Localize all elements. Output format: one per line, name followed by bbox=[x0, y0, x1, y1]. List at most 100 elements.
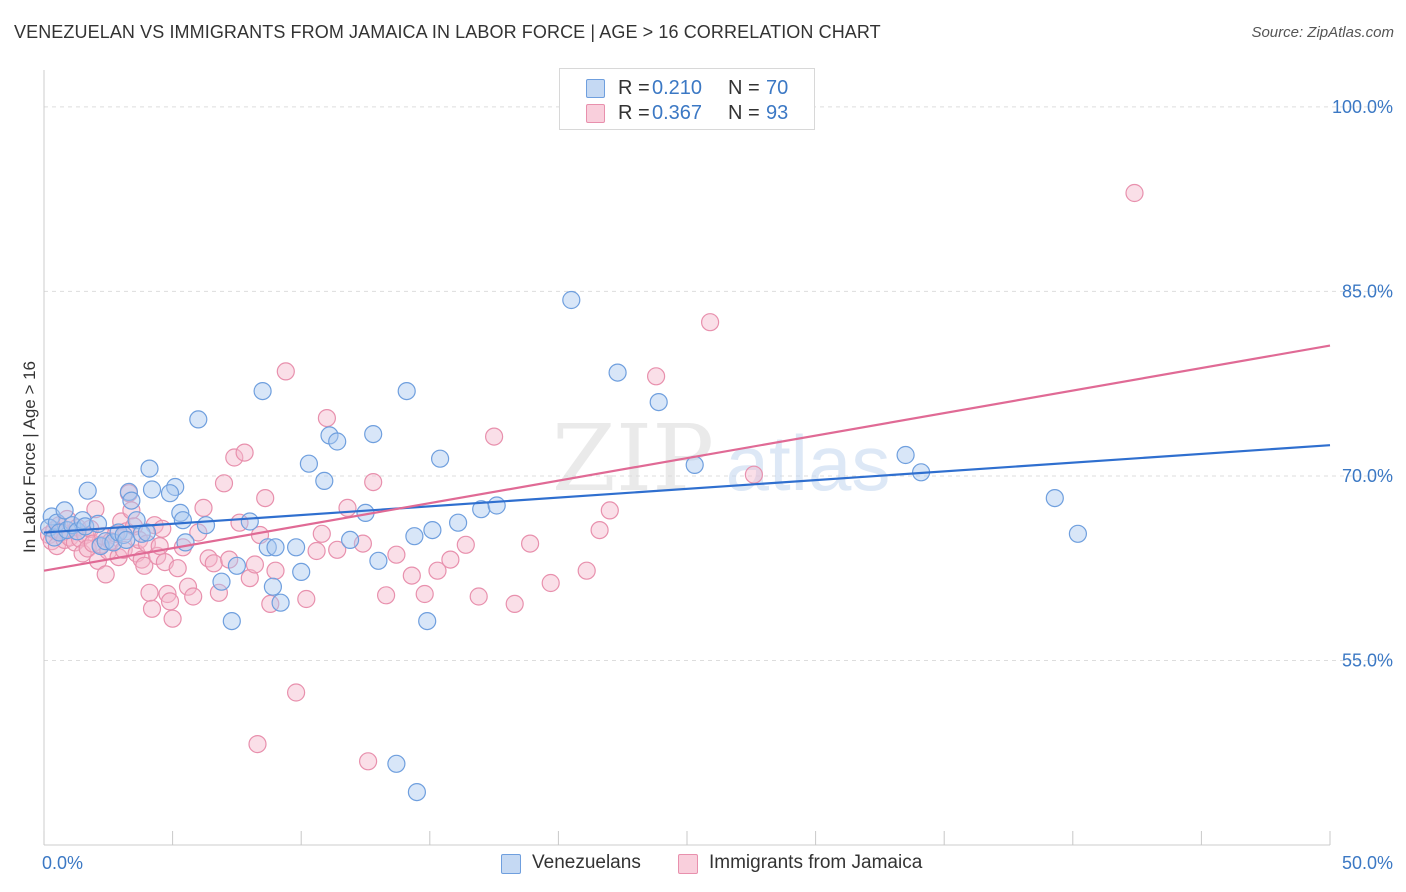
point-jamaica bbox=[338, 498, 357, 517]
point-venezuelans bbox=[487, 496, 506, 515]
point-jamaica bbox=[189, 523, 208, 542]
point-jamaica bbox=[225, 448, 244, 467]
point-venezuelans bbox=[253, 382, 272, 401]
point-jamaica bbox=[86, 500, 105, 519]
point-jamaica bbox=[168, 559, 187, 578]
point-jamaica bbox=[214, 474, 234, 493]
watermark: ZIP atlas bbox=[552, 405, 890, 512]
swatch-venezuelans bbox=[586, 79, 605, 98]
point-jamaica bbox=[328, 540, 347, 559]
point-venezuelans bbox=[55, 501, 74, 520]
point-venezuelans bbox=[608, 363, 627, 382]
point-venezuelans bbox=[78, 481, 97, 500]
point-jamaica bbox=[209, 583, 228, 602]
point-venezuelans bbox=[140, 459, 159, 478]
source-credit: Source: ZipAtlas.com bbox=[1251, 24, 1394, 41]
legend-label: Venezuelans bbox=[532, 852, 641, 873]
point-venezuelans bbox=[369, 551, 388, 570]
point-jamaica bbox=[204, 554, 223, 573]
point-venezuelans bbox=[196, 516, 216, 535]
point-venezuelans bbox=[142, 480, 162, 499]
point-jamaica bbox=[485, 427, 504, 446]
point-venezuelans bbox=[423, 520, 442, 540]
point-venezuelans bbox=[328, 432, 347, 451]
r-value: 0.210 bbox=[652, 77, 703, 99]
point-jamaica bbox=[520, 534, 540, 553]
point-jamaica bbox=[541, 573, 560, 593]
point-venezuelans bbox=[562, 290, 581, 310]
point-venezuelans bbox=[685, 455, 704, 474]
r-value: 0.367 bbox=[652, 102, 703, 124]
watermark-atlas: atlas bbox=[726, 419, 891, 507]
point-venezuelans bbox=[292, 562, 311, 582]
point-jamaica bbox=[1125, 183, 1144, 203]
point-jamaica bbox=[600, 501, 619, 520]
series-legend: Venezuelans Immigrants from Jamaica bbox=[0, 851, 1406, 877]
x-tick-label: 50.0% bbox=[1342, 853, 1393, 873]
point-jamaica bbox=[245, 555, 264, 574]
point-jamaica bbox=[469, 587, 488, 606]
y-tick-label: 55.0% bbox=[1342, 650, 1393, 670]
point-jamaica bbox=[428, 561, 447, 580]
point-jamaica bbox=[287, 683, 306, 702]
point-venezuelans bbox=[896, 445, 915, 465]
point-venezuelans bbox=[364, 425, 383, 444]
point-jamaica bbox=[235, 443, 254, 462]
point-jamaica bbox=[178, 577, 198, 596]
point-jamaica bbox=[240, 568, 259, 588]
point-venezuelans bbox=[160, 484, 180, 503]
point-venezuelans bbox=[96, 532, 115, 551]
point-venezuelans bbox=[387, 754, 406, 773]
point-jamaica bbox=[276, 362, 295, 381]
point-venezuelans bbox=[258, 538, 277, 557]
point-jamaica bbox=[158, 584, 177, 604]
y-axis-label: In Labor Force | Age > 16 bbox=[20, 361, 39, 553]
point-jamaica bbox=[646, 367, 666, 386]
point-venezuelans bbox=[227, 556, 246, 575]
point-venezuelans bbox=[407, 782, 426, 802]
chart-title: VENEZUELAN VS IMMIGRANTS FROM JAMAICA IN… bbox=[14, 22, 881, 42]
point-jamaica bbox=[297, 589, 316, 609]
point-jamaica bbox=[266, 561, 285, 580]
point-jamaica bbox=[96, 565, 115, 584]
point-jamaica bbox=[153, 519, 172, 538]
trend-lines bbox=[43, 344, 1331, 572]
n-label: N = bbox=[728, 77, 760, 99]
point-venezuelans bbox=[240, 512, 259, 531]
stats-legend: R = 0.210 N = 70 R = 0.367 N = 93 bbox=[559, 68, 815, 130]
point-venezuelans bbox=[418, 611, 437, 631]
point-venezuelans bbox=[315, 471, 334, 490]
point-jamaica bbox=[184, 587, 203, 606]
point-venezuelans bbox=[472, 500, 491, 519]
point-venezuelans bbox=[137, 523, 156, 542]
point-jamaica bbox=[441, 550, 460, 569]
trend-line-venezuelans bbox=[43, 444, 1331, 534]
legend-label: Immigrants from Jamaica bbox=[709, 852, 923, 873]
point-jamaica bbox=[194, 498, 213, 517]
point-jamaica bbox=[415, 584, 434, 604]
axes bbox=[43, 70, 1331, 846]
point-jamaica bbox=[135, 556, 154, 575]
y-tick-label: 100.0% bbox=[1332, 97, 1393, 117]
y-tick-label: 85.0% bbox=[1342, 281, 1393, 301]
point-venezuelans bbox=[117, 530, 136, 550]
point-jamaica bbox=[256, 489, 275, 508]
point-jamaica bbox=[700, 313, 720, 332]
point-venezuelans bbox=[397, 382, 416, 401]
point-jamaica bbox=[505, 594, 524, 614]
point-jamaica bbox=[307, 541, 326, 561]
point-venezuelans bbox=[287, 538, 306, 557]
point-venezuelans bbox=[431, 449, 450, 468]
point-venezuelans bbox=[1045, 489, 1064, 508]
point-venezuelans bbox=[271, 593, 290, 612]
point-venezuelans bbox=[127, 511, 146, 530]
point-jamaica bbox=[744, 465, 764, 484]
point-venezuelans bbox=[222, 611, 241, 631]
point-jamaica bbox=[387, 545, 406, 564]
point-jamaica bbox=[359, 752, 378, 771]
point-jamaica bbox=[577, 561, 596, 580]
point-jamaica bbox=[160, 592, 180, 611]
x-tick-label: 0.0% bbox=[42, 853, 83, 873]
point-jamaica bbox=[312, 524, 331, 543]
series-venezuelans-points bbox=[39, 290, 1088, 802]
